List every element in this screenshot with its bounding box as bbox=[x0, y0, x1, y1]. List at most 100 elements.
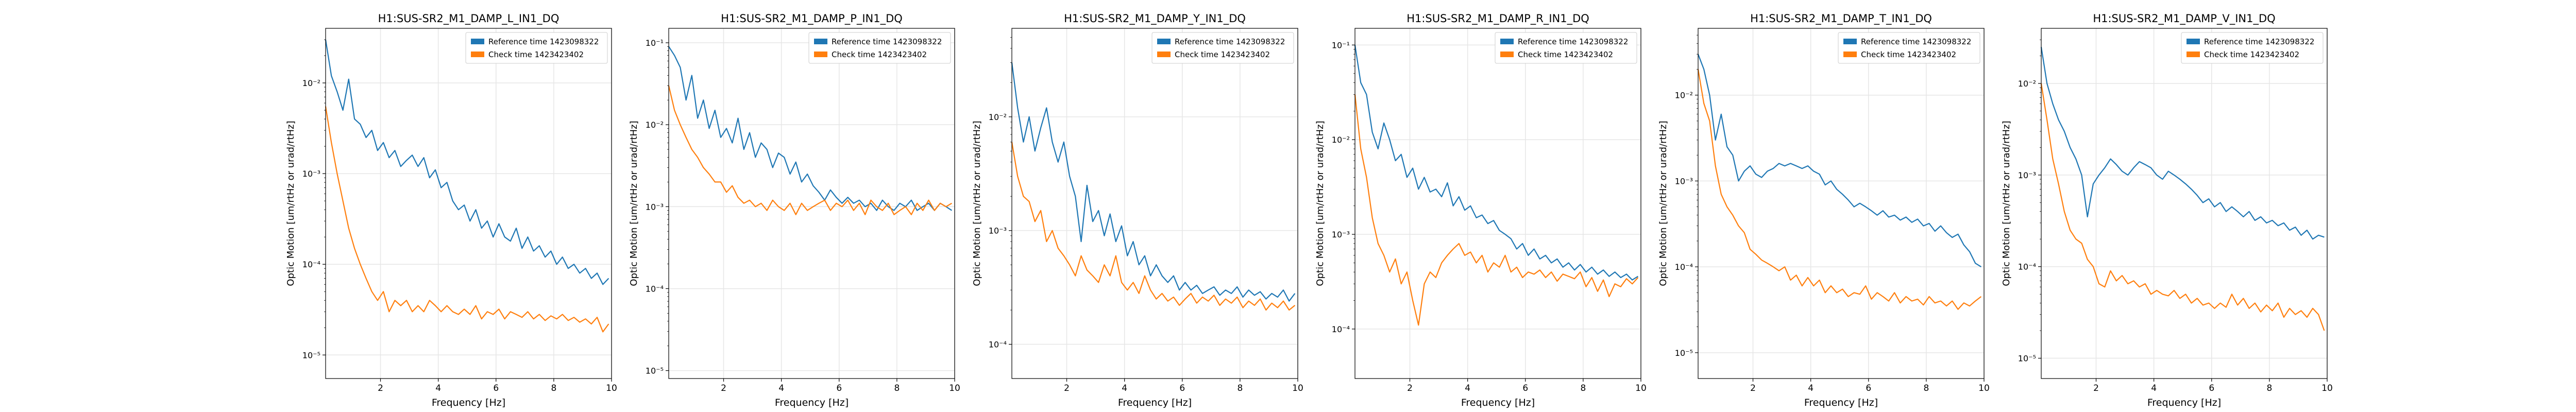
plot-frame bbox=[2041, 28, 2328, 379]
legend-box bbox=[808, 32, 951, 64]
legend-box bbox=[2181, 32, 2324, 64]
plot-area bbox=[2041, 28, 2327, 379]
x-tick-label: 6 bbox=[2209, 383, 2214, 393]
legend-label: Reference time 1423098322 bbox=[1861, 37, 1971, 46]
legend: Reference time 1423098322 Check time 1423… bbox=[1495, 32, 1637, 64]
legend-label: Check time 1423423402 bbox=[1518, 50, 1613, 59]
x-tick-label: 6 bbox=[1522, 383, 1528, 393]
legend-label: Reference time 1423098322 bbox=[1518, 37, 1628, 46]
legend-swatch-reference bbox=[471, 39, 484, 44]
x-axis-label: Frequency [Hz] bbox=[1461, 397, 1535, 408]
y-tick-label: 10⁻¹ bbox=[1332, 40, 1350, 50]
chart-panel-5: 2 4 6 8 10 10⁻⁵ 10⁻⁴ 10⁻³ 10⁻² H1:SUS-SR2_M1_DAMP… bbox=[1658, 12, 1990, 408]
y-tick-label: 10⁻⁴ bbox=[2018, 262, 2036, 272]
plot-frame bbox=[1698, 28, 1985, 379]
series-line-reference bbox=[1697, 54, 1981, 268]
x-tick-label: 4 bbox=[435, 383, 441, 393]
x-tick-label: 4 bbox=[1808, 383, 1814, 393]
x-tick-label: 2 bbox=[1064, 383, 1070, 393]
x-tick-label: 4 bbox=[1465, 383, 1470, 393]
y-tick-label: 10⁻⁵ bbox=[2018, 354, 2036, 364]
legend-swatch-check bbox=[471, 52, 484, 57]
x-tick-label: 10 bbox=[949, 383, 960, 393]
y-tick-label: 10⁻³ bbox=[646, 202, 664, 212]
x-tick-label: 6 bbox=[1866, 383, 1871, 393]
chart-title: H1:SUS-SR2_M1_DAMP_R_IN1_DQ bbox=[1406, 12, 1589, 25]
x-axis-label: Frequency [Hz] bbox=[1804, 397, 1878, 408]
series-line-reference bbox=[325, 39, 609, 285]
y-axis-label: Optic Motion [um/rtHz or urad/rtHz] bbox=[1658, 121, 1669, 286]
x-tick-label: 2 bbox=[378, 383, 383, 393]
legend-box bbox=[465, 32, 608, 64]
series-line-check bbox=[1011, 142, 1296, 311]
y-tick-label: 10⁻¹ bbox=[646, 38, 664, 48]
chart-panel-2: 2 4 6 8 10 10⁻⁵ 10⁻⁴ 10⁻³ 10⁻² 10⁻¹ H1:SUS-SR2_M1_… bbox=[629, 12, 960, 408]
chart-title: H1:SUS-SR2_M1_DAMP_L_IN1_DQ bbox=[378, 12, 560, 25]
series-line-check bbox=[668, 85, 952, 215]
x-tick-label: 10 bbox=[1978, 383, 1990, 393]
plot-frame bbox=[668, 28, 955, 379]
plot-frame bbox=[1011, 28, 1298, 379]
legend-box bbox=[1495, 32, 1637, 64]
x-tick-label: 10 bbox=[1635, 383, 1647, 393]
legend-swatch-reference bbox=[2187, 39, 2200, 44]
y-tick-label: 10⁻⁵ bbox=[1675, 348, 1693, 358]
series-line-check bbox=[2040, 83, 2325, 331]
y-axis-label: Optic Motion [um/rtHz or urad/rtHz] bbox=[972, 121, 982, 286]
y-tick-label: 10⁻² bbox=[1675, 91, 1693, 100]
y-tick-label: 10⁻² bbox=[646, 120, 664, 130]
chart-panel-4: 2 4 6 8 10 10⁻⁴ 10⁻³ 10⁻² 10⁻¹ H1:SUS-SR2_M1_DAMP… bbox=[1315, 12, 1647, 408]
y-tick-label: 10⁻³ bbox=[1675, 176, 1693, 186]
legend-label: Reference time 1423098322 bbox=[832, 37, 942, 46]
y-tick-label: 10⁻³ bbox=[302, 169, 320, 179]
x-tick-label: 2 bbox=[721, 383, 726, 393]
legend-swatch-reference bbox=[1843, 39, 1857, 44]
x-tick-label: 10 bbox=[1292, 383, 1303, 393]
chart-panel-1: 2 4 6 8 10 10⁻⁵ 10⁻⁴ 10⁻³ 10⁻² H1:SUS-SR2_M1_DAMP… bbox=[285, 12, 617, 408]
y-tick-label: 10⁻³ bbox=[2018, 170, 2036, 180]
x-tick-label: 8 bbox=[2266, 383, 2272, 393]
x-tick-label: 8 bbox=[1237, 383, 1243, 393]
series-line-reference bbox=[1011, 62, 1296, 302]
x-axis-label: Frequency [Hz] bbox=[2147, 397, 2221, 408]
x-axis-label: Frequency [Hz] bbox=[775, 397, 849, 408]
series-line-reference bbox=[668, 46, 953, 211]
y-tick-label: 10⁻² bbox=[1332, 135, 1350, 145]
y-axis-label: Optic Motion [um/rtHz or urad/rtHz] bbox=[629, 121, 639, 286]
legend-label: Check time 1423423402 bbox=[1175, 50, 1270, 59]
x-tick-label: 2 bbox=[1750, 383, 1756, 393]
legend-swatch-check bbox=[1157, 52, 1171, 57]
x-tick-label: 6 bbox=[1179, 383, 1185, 393]
plot-frame bbox=[325, 28, 612, 379]
legend-swatch-check bbox=[1500, 52, 1514, 57]
legend-swatch-reference bbox=[1157, 39, 1171, 44]
chart-panel-3: 2 4 6 8 10 10⁻⁴ 10⁻³ 10⁻² H1:SUS-SR2_M1_DAMP_Y_I… bbox=[972, 12, 1303, 408]
y-tick-label: 10⁻⁴ bbox=[1675, 262, 1693, 272]
legend-label: Check time 1423423402 bbox=[488, 50, 584, 59]
series-line-check bbox=[1697, 69, 1982, 310]
x-tick-label: 8 bbox=[1580, 383, 1586, 393]
x-tick-label: 4 bbox=[778, 383, 784, 393]
series-line-check bbox=[1354, 94, 1639, 326]
chart-panel-6: 2 4 6 8 10 10⁻⁵ 10⁻⁴ 10⁻³ 10⁻² H1:SUS-SR2_M1_DAMP… bbox=[2001, 12, 2333, 408]
legend-swatch-reference bbox=[1500, 39, 1514, 44]
x-tick-label: 10 bbox=[606, 383, 617, 393]
y-tick-label: 10⁻² bbox=[2018, 79, 2036, 89]
y-tick-label: 10⁻⁴ bbox=[646, 284, 664, 294]
series-line-reference bbox=[1354, 45, 1638, 281]
legend-box bbox=[1838, 32, 1980, 64]
legend-swatch-check bbox=[1843, 52, 1857, 57]
legend: Reference time 1423098322 Check time 1423… bbox=[1151, 32, 1294, 64]
legend: Reference time 1423098322 Check time 1423… bbox=[808, 32, 951, 64]
x-tick-label: 6 bbox=[836, 383, 842, 393]
x-axis-label: Frequency [Hz] bbox=[432, 397, 505, 408]
plot-frame bbox=[1354, 28, 1641, 379]
y-tick-label: 10⁻³ bbox=[989, 226, 1007, 236]
plot-area bbox=[1012, 28, 1298, 379]
legend: Reference time 1423098322 Check time 1423… bbox=[465, 32, 608, 64]
y-tick-label: 10⁻² bbox=[302, 78, 320, 88]
legend-label: Check time 1423423402 bbox=[2204, 50, 2299, 59]
y-axis-label: Optic Motion [um/rtHz or urad/rtHz] bbox=[285, 121, 296, 286]
plot-area bbox=[326, 28, 612, 379]
